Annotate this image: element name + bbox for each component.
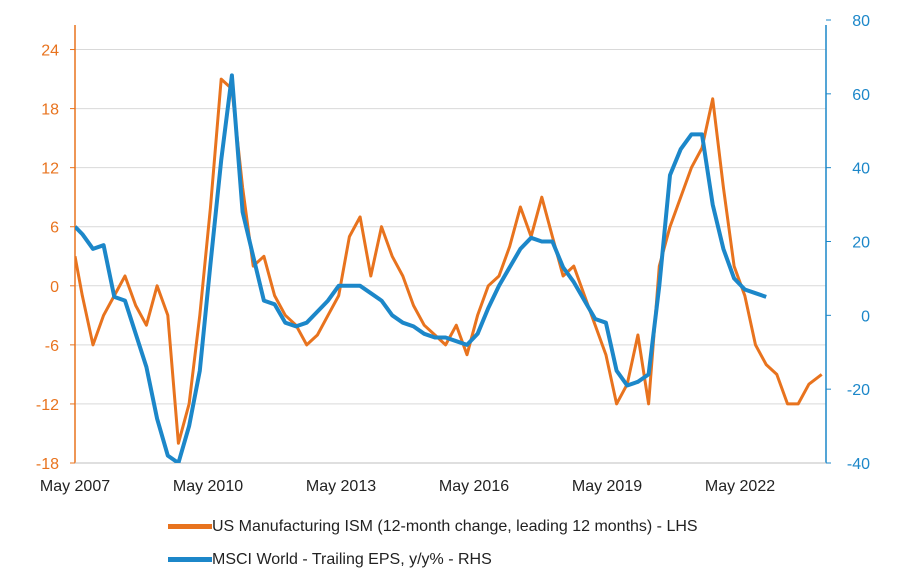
x-tick-label: May 2016 (439, 478, 509, 495)
series-line-ism (75, 77, 823, 445)
left-axis: 24 18 12 6 0 -6 -12 -18 (36, 25, 76, 473)
left-tick-label: -6 (45, 338, 59, 355)
right-axis: 80 60 40 20 0 -20 -40 (825, 13, 870, 473)
x-tick-label: May 2010 (173, 478, 243, 495)
series-line-msci (75, 73, 767, 463)
x-tick-label: May 2022 (705, 478, 775, 495)
left-tick-label: 12 (41, 161, 59, 178)
right-tick-label: -20 (847, 382, 870, 399)
gridlines (75, 49, 826, 464)
legend-label-ism: US Manufacturing ISM (12-month change, l… (212, 517, 698, 535)
legend: US Manufacturing ISM (12-month change, l… (168, 510, 698, 576)
right-tick-label: 40 (852, 161, 870, 178)
right-tick-label: 0 (861, 308, 870, 325)
left-tick-label: 6 (50, 220, 59, 237)
left-tick-label: -12 (36, 397, 59, 414)
x-axis: May 2007 May 2010 May 2013 May 2016 May 2019… (40, 462, 826, 495)
legend-label-msci: MSCI World - Trailing EPS, y/y% - RHS (212, 550, 492, 568)
x-tick-label: May 2013 (306, 478, 376, 495)
right-tick-label: 20 (852, 235, 870, 252)
legend-item-ism: US Manufacturing ISM (12-month change, l… (168, 510, 698, 543)
right-tick-label: 60 (852, 87, 870, 104)
right-tick-label: -40 (847, 456, 870, 473)
x-tick-label: May 2019 (572, 478, 642, 495)
legend-swatch-ism (168, 524, 212, 529)
right-tick-label: 80 (852, 13, 870, 30)
legend-swatch-msci (168, 557, 212, 562)
left-tick-label: -18 (36, 456, 59, 473)
series-lines (75, 73, 823, 463)
left-tick-label: 18 (41, 102, 59, 119)
x-tick-label: May 2007 (40, 478, 110, 495)
left-tick-label: 24 (41, 43, 59, 60)
legend-item-msci: MSCI World - Trailing EPS, y/y% - RHS (168, 543, 698, 576)
left-tick-label: 0 (50, 279, 59, 296)
